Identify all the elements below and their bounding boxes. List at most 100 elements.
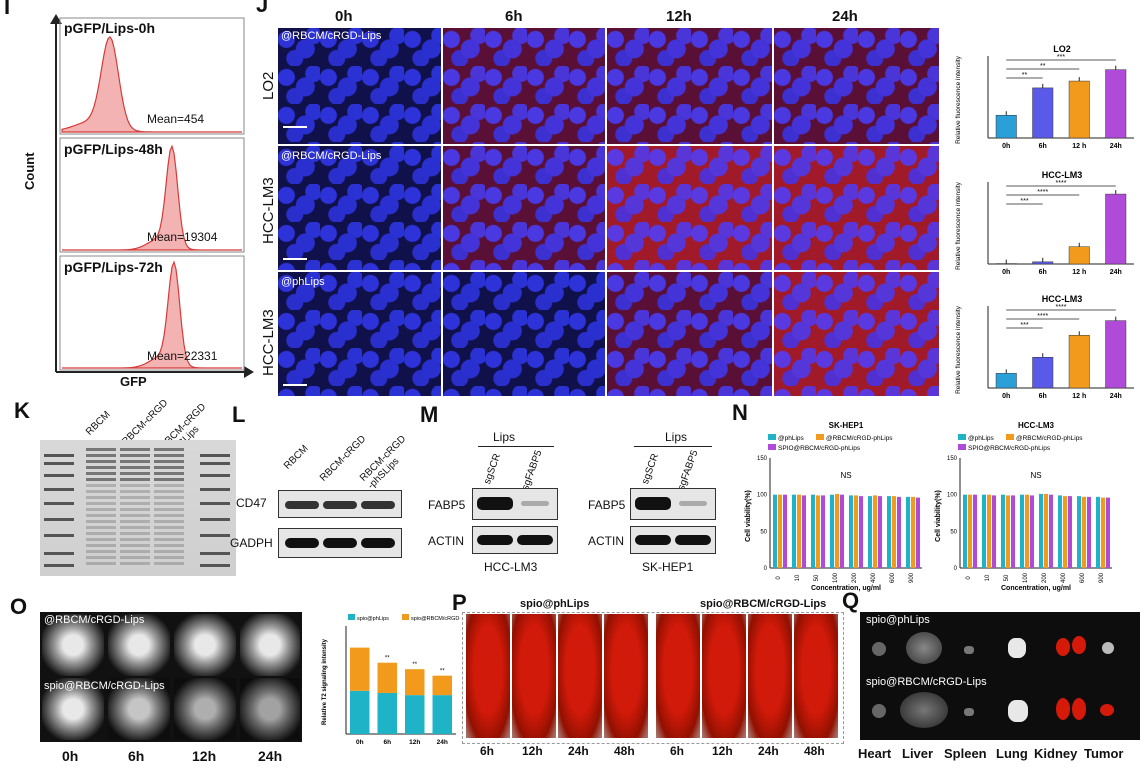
y-tick-label: 100 bbox=[757, 493, 768, 499]
bar bbox=[792, 494, 796, 568]
scale-bar bbox=[283, 258, 307, 260]
bar bbox=[878, 496, 882, 568]
x-tick-label: 200 bbox=[1042, 572, 1048, 583]
organ-kidney: Kidney bbox=[1034, 746, 1078, 761]
legend-label: @RBCM/cRGD-phLips bbox=[826, 435, 893, 442]
lane-band bbox=[154, 490, 184, 493]
bar bbox=[1001, 494, 1005, 568]
bar bbox=[840, 494, 844, 568]
y-tick-label: 50 bbox=[950, 529, 957, 535]
lane-band bbox=[154, 532, 184, 535]
lane-band bbox=[120, 484, 150, 487]
lane-band bbox=[154, 556, 184, 559]
p-group-2: spio@RBCM/cRGD-Lips bbox=[700, 598, 827, 610]
mri-time-12h: 12h bbox=[192, 748, 217, 764]
chart-title: HCC-LM3 bbox=[1018, 421, 1055, 430]
x-tick-label: 24h bbox=[1110, 269, 1122, 276]
m-cell-lm3: HCC-LM3 bbox=[484, 560, 538, 574]
y-axis-label: Cell viability(%) bbox=[935, 490, 942, 542]
bar bbox=[797, 494, 801, 568]
m-group-lips-2: Lips bbox=[665, 430, 688, 444]
lane-band bbox=[120, 532, 150, 535]
panel-letter-k: K bbox=[14, 398, 30, 423]
panel-letter-p: P bbox=[452, 590, 467, 615]
organ-liver: Liver bbox=[902, 746, 934, 761]
lane-band bbox=[154, 526, 184, 529]
ladder-band bbox=[200, 462, 230, 465]
bar-segment bbox=[432, 675, 452, 696]
quant-chart-lm3-phlips: HCC-LM3 Relative fluorescence intensity 0h… bbox=[955, 294, 1134, 400]
ladder-band bbox=[200, 564, 230, 567]
lane-band bbox=[120, 544, 150, 547]
lane-band bbox=[120, 448, 150, 451]
ladder-band bbox=[44, 488, 74, 491]
legend-label: @RBCM/cRGD-phLips bbox=[1016, 435, 1083, 442]
bar bbox=[1025, 494, 1029, 568]
y-tick-label: 150 bbox=[757, 456, 768, 462]
bar-segment bbox=[405, 695, 425, 734]
mri-time-0h: 0h bbox=[62, 748, 79, 764]
lane-band bbox=[86, 514, 116, 517]
bar bbox=[783, 494, 787, 568]
lane-band bbox=[120, 538, 150, 541]
bar bbox=[802, 495, 806, 568]
m-protein-actin-2: ACTIN bbox=[588, 534, 624, 548]
bar bbox=[1020, 494, 1024, 568]
y-tick-label: 150 bbox=[947, 456, 958, 462]
bar bbox=[835, 493, 839, 568]
lane-band bbox=[154, 478, 184, 481]
p-time: 6h bbox=[670, 744, 685, 758]
lane-band bbox=[120, 556, 150, 559]
lane-band bbox=[86, 448, 116, 451]
m-lane-sgfabp5-2: sgFABP5 bbox=[676, 448, 701, 492]
ivis-mouse bbox=[748, 614, 792, 738]
x-tick-label: 600 bbox=[890, 572, 896, 583]
m-lane-sgscr-1: sgSCR bbox=[482, 452, 504, 486]
lane-band bbox=[120, 550, 150, 553]
hist-mean-72h: Mean=22331 bbox=[147, 349, 218, 363]
m-protein-fabp5-2: FABP5 bbox=[588, 498, 626, 512]
bar bbox=[906, 496, 910, 568]
blot-actin-lm3 bbox=[472, 526, 558, 554]
x-tick-label: 10 bbox=[795, 574, 801, 581]
lane-band bbox=[86, 490, 116, 493]
micro-phlips-0h bbox=[278, 272, 441, 396]
blot-gadph bbox=[278, 528, 402, 558]
bar bbox=[1101, 497, 1105, 568]
p-time: 6h bbox=[480, 744, 495, 758]
significance-label: ** bbox=[1040, 63, 1046, 70]
ladder-band bbox=[200, 534, 230, 537]
legend-label: SPIO@RBCM/cRGD-phLips bbox=[968, 445, 1051, 452]
ladder-band bbox=[44, 502, 74, 505]
bar-6h bbox=[1032, 87, 1054, 139]
lane-band bbox=[120, 520, 150, 523]
bar bbox=[868, 496, 872, 568]
mri-time-6h: 6h bbox=[128, 748, 145, 764]
bar bbox=[973, 494, 977, 568]
bar bbox=[830, 494, 834, 568]
panel-letter-m: M bbox=[420, 402, 439, 427]
significance-label: ** bbox=[385, 656, 390, 662]
row-tag-phlips: @phLips bbox=[281, 276, 325, 288]
micro-lo2-12h bbox=[607, 28, 772, 144]
mri-time-24h: 24h bbox=[258, 748, 283, 764]
m-lane-sgfabp5-1: sgFABP5 bbox=[520, 448, 545, 492]
legend-swatch bbox=[768, 434, 776, 440]
ivis-mouse bbox=[604, 614, 648, 738]
quant-chart-lm3: HCC-LM3 Relative fluorescence intensity 0h… bbox=[955, 170, 1134, 276]
row-label-lm3: HCC-LM3 bbox=[260, 177, 277, 244]
organ-spleen: Spleen bbox=[944, 746, 987, 761]
bar-12h bbox=[1068, 80, 1090, 139]
bar bbox=[916, 497, 920, 568]
bar bbox=[1049, 494, 1053, 568]
bar-segment bbox=[432, 695, 452, 734]
x-tick-label: 6h bbox=[1039, 393, 1047, 400]
micro-phlips-6h bbox=[443, 272, 605, 396]
scale-bar bbox=[283, 126, 307, 128]
lane-band bbox=[154, 550, 184, 553]
micro-lo2-24h bbox=[774, 28, 939, 144]
bar-24h bbox=[1105, 69, 1127, 139]
viability-chart-lm3: HCC-LM3 @phLips @RBCM/cRGD-phLips SPIO@RBCM… bbox=[935, 421, 1112, 592]
legend-swatch bbox=[768, 444, 776, 450]
lane-band bbox=[154, 544, 184, 547]
